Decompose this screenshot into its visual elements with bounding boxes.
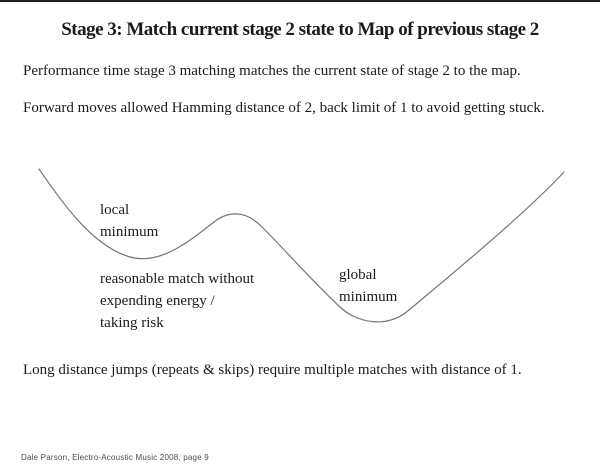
label-global-minimum-line1: global xyxy=(339,267,377,283)
label-local-minimum-line2: minimum xyxy=(100,224,159,240)
energy-curve-path xyxy=(38,168,565,323)
top-divider xyxy=(0,0,600,2)
label-reasonable-match: reasonable match without expending energ… xyxy=(100,268,254,334)
paragraph-performance-matching: Performance time stage 3 matching matche… xyxy=(23,63,521,79)
label-global-minimum: global minimum xyxy=(339,264,397,308)
slide-title: Stage 3: Match current stage 2 state to … xyxy=(61,19,539,40)
label-reasonable-match-line3: taking risk xyxy=(100,315,164,331)
label-reasonable-match-line2: expending energy / xyxy=(100,293,215,309)
slide-footer-credit: Dale Parson, Electro-Acoustic Music 2008… xyxy=(21,453,209,462)
label-local-minimum: local minimum xyxy=(100,199,158,243)
label-global-minimum-line2: minimum xyxy=(339,289,398,305)
paragraph-forward-moves: Forward moves allowed Hamming distance o… xyxy=(23,100,545,116)
paragraph-long-distance-jumps: Long distance jumps (repeats & skips) re… xyxy=(23,362,522,378)
label-reasonable-match-line1: reasonable match without xyxy=(100,271,255,287)
label-local-minimum-line1: local xyxy=(100,202,130,218)
